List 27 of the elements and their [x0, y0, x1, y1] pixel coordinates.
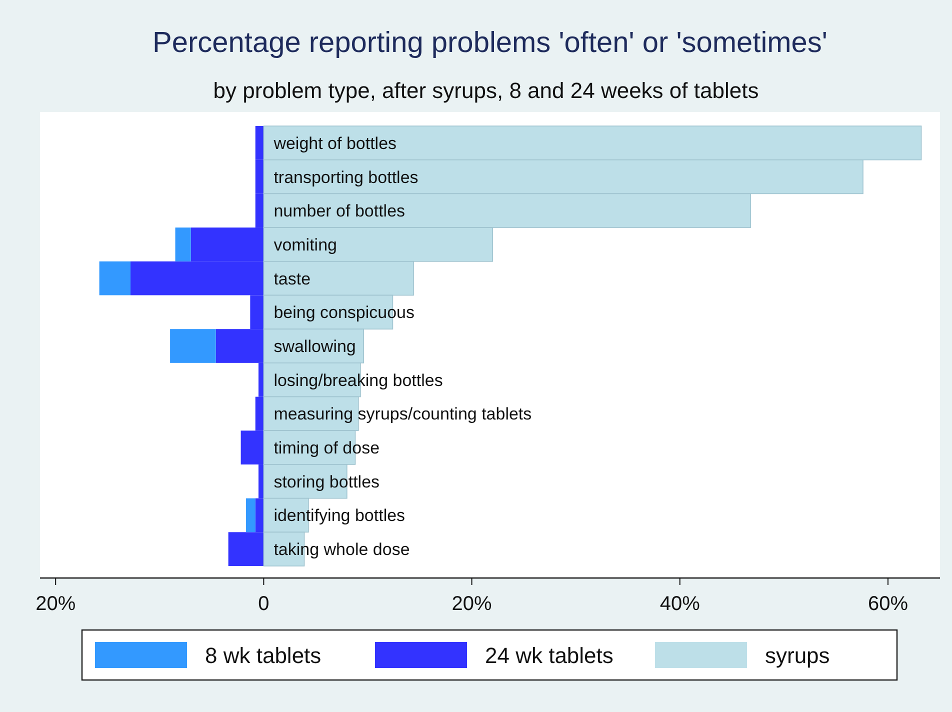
legend-label: syrups [765, 643, 830, 668]
legend-label: 8 wk tablets [205, 643, 322, 668]
chart-subtitle: by problem type, after syrups, 8 and 24 weeks of tablets [213, 78, 759, 103]
bar [246, 498, 256, 532]
x-tick-label: 60% [868, 593, 908, 615]
y-tick-label: number of bottles [274, 202, 406, 221]
chart-title: Percentage reporting problems 'often' or 'sometimes' [152, 27, 828, 59]
x-tick-label: 20% [36, 593, 76, 615]
y-tick-label: transporting bottles [274, 168, 418, 187]
x-tick-label: 20% [452, 593, 492, 615]
y-tick-label: storing bottles [274, 472, 380, 492]
y-tick-label: measuring syrups/counting tablets [274, 404, 532, 424]
bar [170, 329, 216, 363]
y-tick-label: weight of bottles [272, 134, 397, 153]
y-tick-label: losing/breaking bottles [274, 370, 443, 390]
y-tick-label: taste [274, 269, 311, 288]
bar [175, 228, 191, 262]
y-tick-label: vomiting [274, 235, 338, 254]
bar [99, 261, 131, 296]
legend-label: 24 wk tablets [485, 643, 614, 668]
y-tick-label: being conspicuous [274, 303, 415, 322]
x-tick-label: 0 [258, 593, 270, 615]
x-tick-label: 40% [660, 593, 700, 615]
y-tick-label: swallowing [274, 337, 356, 356]
y-tick-label: identifying bottles [274, 506, 406, 526]
y-tick-label: taking whole dose [274, 540, 410, 560]
y-tick-label: timing of dose [274, 438, 380, 458]
